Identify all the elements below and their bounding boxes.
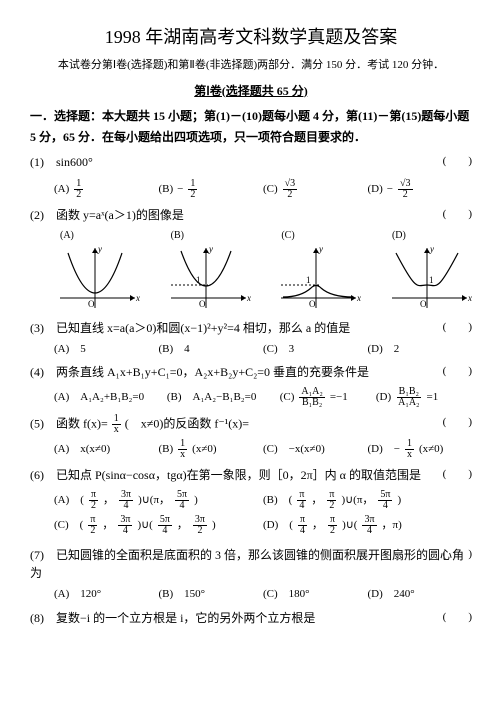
q5-stem: (5) 函数 f(x)= 1x ( x≠0)的反函数 f⁻¹(x)= [30,414,472,435]
answer-paren: ( ) [443,319,472,336]
q7-option-a: (A) 120° [54,586,159,603]
q7-option-d: (D) 240° [368,586,473,603]
q4-stem: (4) 两条直线 A₁x+B₁y+C₁=0，A₂x+B₂y+C₂=0 垂直的充要… [30,363,472,381]
question-8: (8) 复数−i 的一个立方根是 i，它的另外两个立方根是 ( ) [30,609,472,627]
q1-stem: (1) sin600° [30,153,472,171]
q7-option-b: (B) 150° [159,586,264,603]
q4-option-c: (C) A₁A₂B₁B₂ =−1 [280,387,376,408]
answer-paren: ( ) [443,206,472,223]
question-6: (6) 已知点 P(sinα−cosα，tgα)在第一象限，则［0，2π］内 α… [30,466,472,540]
q5-option-b: (B) 1x (x≠0) [159,439,264,460]
parabola-shifted-graph-icon: x y O 1 [161,243,251,313]
q6-stem: (6) 已知点 P(sinα−cosα，tgα)在第一象限，则［0，2π］内 α… [30,466,472,484]
q3-option-b: (B) 4 [159,341,264,358]
q3-options: (A) 5 (B) 4 (C) 3 (D) 2 [30,341,472,358]
q5-options: (A) x(x≠0) (B) 1x (x≠0) (C) −x(x≠0) (D) … [30,439,472,460]
q1-option-b: (B) − 12 [159,179,264,200]
answer-paren: ( ) [443,466,472,483]
q6-option-c: (C) ( π2 ， 3π4 )∪( 5π4 ， 3π2 ) [54,515,263,536]
q7-option-c: (C) 180° [263,586,368,603]
q2-graphs: (A) x y O (B) x y O [30,228,472,313]
q1-option-a: (A) 12 [54,179,159,200]
svg-text:y: y [208,244,213,254]
q2-graph-d: (D) x y O 1 [382,228,472,313]
q7-options: (A) 120° (B) 150° (C) 180° (D) 240° [30,586,472,603]
q5-option-d: (D) − 1x (x≠0) [368,439,473,460]
q6-option-d: (D) ( π4 ， π2 )∪( 3π4 ，π) [263,515,472,536]
svg-text:O: O [199,299,206,309]
svg-text:1: 1 [306,275,311,285]
svg-text:y: y [429,244,434,254]
svg-text:x: x [356,293,361,303]
svg-text:x: x [246,293,251,303]
svg-text:x: x [135,293,140,303]
q3-option-a: (A) 5 [54,341,159,358]
q2-graph-a: (A) x y O [50,228,140,313]
svg-text:1: 1 [429,275,434,285]
svg-text:O: O [309,299,316,309]
svg-text:O: O [420,299,427,309]
bump-graph-icon: x y O 1 [271,243,361,313]
question-1: (1) sin600° ( ) (A) 12 (B) − 12 (C) √32 … [30,153,472,200]
question-4: (4) 两条直线 A₁x+B₁y+C₁=0，A₂x+B₂y+C₂=0 垂直的充要… [30,363,472,408]
answer-paren: ( ) [443,609,472,626]
q3-stem: (3) 已知直线 x=a(a＞0)和圆(x−1)²+y²=4 相切，那么 a 的… [30,319,472,337]
svg-text:O: O [88,299,95,309]
question-5: (5) 函数 f(x)= 1x ( x≠0)的反函数 f⁻¹(x)= ( ) (… [30,414,472,460]
q1-option-d: (D) − √32 [368,179,473,200]
q4-option-a: (A) A₁A₂+B₁B₂=0 [54,387,167,408]
question-7: (7) 已知圆锥的全面积是底面积的 3 倍，那么该圆锥的侧面积展开图扇形的圆心角… [30,546,472,603]
svg-text:y: y [318,244,323,254]
question-3: (3) 已知直线 x=a(a＞0)和圆(x−1)²+y²=4 相切，那么 a 的… [30,319,472,358]
q2-graph-b: (B) x y O 1 [161,228,251,313]
q6-option-a: (A) ( π2 ， 3π4 )∪(π， 5π4 ) [54,490,263,511]
section-header: 第Ⅰ卷(选择题共 65 分) [30,82,472,100]
q2-stem: (2) 函数 y=aˣ(a＞1)的图像是 [30,206,472,224]
svg-text:x: x [467,293,472,303]
parabola-up-graph-icon: x y O [50,243,140,313]
q7-stem: (7) 已知圆锥的全面积是底面积的 3 倍，那么该圆锥的侧面积展开图扇形的圆心角… [30,546,472,582]
q2-graph-c: (C) x y O 1 [271,228,361,313]
svg-text:y: y [97,244,102,254]
v-curve-graph-icon: x y O 1 [382,243,472,313]
answer-paren: ( ) [443,414,472,431]
q3-option-d: (D) 2 [368,341,473,358]
q1-options: (A) 12 (B) − 12 (C) √32 (D) − √32 [30,179,472,200]
exam-subtitle: 本试卷分第Ⅰ卷(选择题)和第Ⅱ卷(非选择题)两部分．满分 150 分．考试 12… [30,57,472,74]
q3-option-c: (C) 3 [263,341,368,358]
q6-options: (A) ( π2 ， 3π4 )∪(π， 5π4 ) (B) ( π4 ， π2… [30,490,472,540]
q4-option-d: (D) B₁B₂A₁A₂ =1 [376,387,472,408]
answer-paren: ( ) [443,546,472,563]
q1-option-c: (C) √32 [263,179,368,200]
q4-options: (A) A₁A₂+B₁B₂=0 (B) A₁A₂−B₁B₂=0 (C) A₁A₂… [30,387,472,408]
answer-paren: ( ) [443,153,472,170]
q6-option-b: (B) ( π4 ， π2 )∪(π， 5π4 ) [263,490,472,511]
section-instructions: 一．选择题：本大题共 15 小题；第(1)－(10)题每小题 4 分，第(11)… [30,106,472,149]
q5-option-a: (A) x(x≠0) [54,439,159,460]
q4-option-b: (B) A₁A₂−B₁B₂=0 [167,387,280,408]
q5-option-c: (C) −x(x≠0) [263,439,368,460]
q8-stem: (8) 复数−i 的一个立方根是 i，它的另外两个立方根是 [30,609,472,627]
answer-paren: ( ) [443,363,472,380]
question-2: (2) 函数 y=aˣ(a＞1)的图像是 ( ) (A) x y O (B) [30,206,472,313]
exam-title: 1998 年湖南高考文科数学真题及答案 [30,24,472,51]
